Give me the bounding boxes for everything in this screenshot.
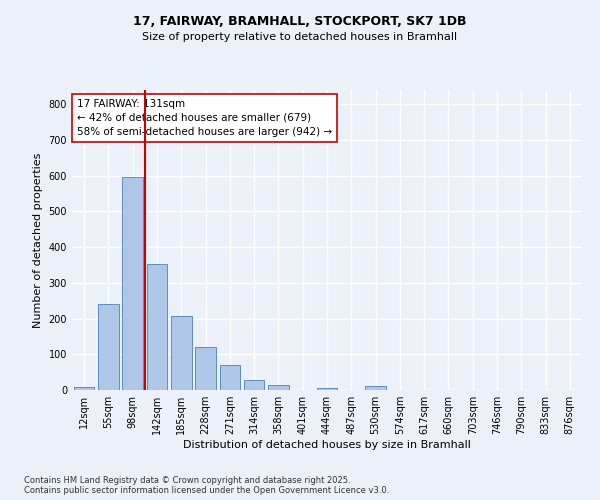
- Text: 17 FAIRWAY: 131sqm
← 42% of detached houses are smaller (679)
58% of semi-detach: 17 FAIRWAY: 131sqm ← 42% of detached hou…: [77, 99, 332, 137]
- Bar: [317, 388, 337, 390]
- Bar: [74, 387, 94, 390]
- Y-axis label: Number of detached properties: Number of detached properties: [33, 152, 43, 328]
- Bar: [268, 386, 289, 390]
- Bar: [171, 316, 191, 390]
- Bar: [365, 386, 386, 390]
- Bar: [146, 264, 167, 390]
- Bar: [220, 365, 240, 390]
- X-axis label: Distribution of detached houses by size in Bramhall: Distribution of detached houses by size …: [183, 440, 471, 450]
- Text: Size of property relative to detached houses in Bramhall: Size of property relative to detached ho…: [142, 32, 458, 42]
- Bar: [244, 380, 265, 390]
- Bar: [98, 304, 119, 390]
- Text: Contains HM Land Registry data © Crown copyright and database right 2025.
Contai: Contains HM Land Registry data © Crown c…: [24, 476, 389, 495]
- Bar: [122, 177, 143, 390]
- Text: 17, FAIRWAY, BRAMHALL, STOCKPORT, SK7 1DB: 17, FAIRWAY, BRAMHALL, STOCKPORT, SK7 1D…: [133, 15, 467, 28]
- Bar: [195, 347, 216, 390]
